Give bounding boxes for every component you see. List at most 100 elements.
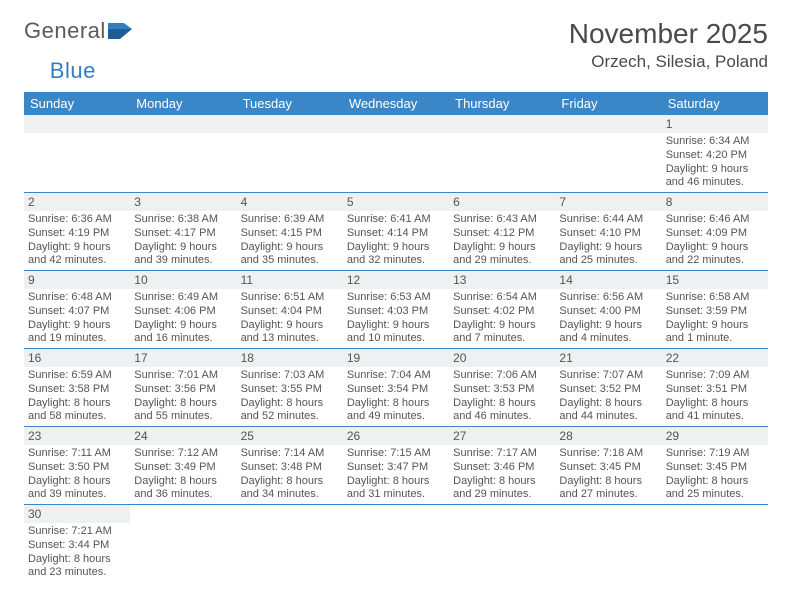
day-number: 25 <box>237 427 343 445</box>
day-details: Sunrise: 6:46 AMSunset: 4:09 PMDaylight:… <box>662 211 768 270</box>
day-details: Sunrise: 7:21 AMSunset: 3:44 PMDaylight:… <box>24 523 130 582</box>
day-details: Sunrise: 7:06 AMSunset: 3:53 PMDaylight:… <box>449 367 555 426</box>
empty-daynum <box>130 115 236 133</box>
daylight-line: Daylight: 9 hours and 13 minutes. <box>241 319 339 347</box>
sunset-line: Sunset: 3:48 PM <box>241 461 339 475</box>
sunset-line: Sunset: 4:12 PM <box>453 227 551 241</box>
calendar-cell: 8Sunrise: 6:46 AMSunset: 4:09 PMDaylight… <box>662 193 768 271</box>
calendar-cell: 26Sunrise: 7:15 AMSunset: 3:47 PMDayligh… <box>343 427 449 505</box>
day-number: 22 <box>662 349 768 367</box>
day-number: 5 <box>343 193 449 211</box>
sunset-line: Sunset: 4:19 PM <box>28 227 126 241</box>
daylight-line: Daylight: 8 hours and 44 minutes. <box>559 397 657 425</box>
day-details: Sunrise: 7:03 AMSunset: 3:55 PMDaylight:… <box>237 367 343 426</box>
day-details: Sunrise: 6:58 AMSunset: 3:59 PMDaylight:… <box>662 289 768 348</box>
daylight-line: Daylight: 8 hours and 23 minutes. <box>28 553 126 581</box>
calendar-week-row: 2Sunrise: 6:36 AMSunset: 4:19 PMDaylight… <box>24 193 768 271</box>
calendar-week-row: 16Sunrise: 6:59 AMSunset: 3:58 PMDayligh… <box>24 349 768 427</box>
sunset-line: Sunset: 3:55 PM <box>241 383 339 397</box>
month-title: November 2025 <box>569 18 768 50</box>
brand-logo: General <box>24 18 134 44</box>
sunset-line: Sunset: 3:44 PM <box>28 539 126 553</box>
sunset-line: Sunset: 3:53 PM <box>453 383 551 397</box>
calendar-cell: 14Sunrise: 6:56 AMSunset: 4:00 PMDayligh… <box>555 271 661 349</box>
sunset-line: Sunset: 4:07 PM <box>28 305 126 319</box>
calendar-cell <box>343 505 449 583</box>
calendar-cell <box>449 505 555 583</box>
sunrise-line: Sunrise: 7:14 AM <box>241 447 339 461</box>
calendar-cell: 12Sunrise: 6:53 AMSunset: 4:03 PMDayligh… <box>343 271 449 349</box>
sunrise-line: Sunrise: 7:12 AM <box>134 447 232 461</box>
day-number: 9 <box>24 271 130 289</box>
calendar-table: SundayMondayTuesdayWednesdayThursdayFrid… <box>24 92 768 582</box>
sunrise-line: Sunrise: 6:46 AM <box>666 213 764 227</box>
daylight-line: Daylight: 9 hours and 46 minutes. <box>666 163 764 191</box>
daylight-line: Daylight: 9 hours and 39 minutes. <box>134 241 232 269</box>
calendar-cell: 17Sunrise: 7:01 AMSunset: 3:56 PMDayligh… <box>130 349 236 427</box>
sunset-line: Sunset: 4:02 PM <box>453 305 551 319</box>
brand-text-1: General <box>24 18 106 44</box>
calendar-cell: 27Sunrise: 7:17 AMSunset: 3:46 PMDayligh… <box>449 427 555 505</box>
sunset-line: Sunset: 4:06 PM <box>134 305 232 319</box>
day-details: Sunrise: 7:18 AMSunset: 3:45 PMDaylight:… <box>555 445 661 504</box>
calendar-cell <box>555 115 661 193</box>
sunset-line: Sunset: 3:59 PM <box>666 305 764 319</box>
sunset-line: Sunset: 3:50 PM <box>28 461 126 475</box>
day-details: Sunrise: 7:01 AMSunset: 3:56 PMDaylight:… <box>130 367 236 426</box>
day-number: 3 <box>130 193 236 211</box>
sunset-line: Sunset: 3:46 PM <box>453 461 551 475</box>
sunrise-line: Sunrise: 6:48 AM <box>28 291 126 305</box>
sunrise-line: Sunrise: 6:53 AM <box>347 291 445 305</box>
day-details: Sunrise: 6:48 AMSunset: 4:07 PMDaylight:… <box>24 289 130 348</box>
day-number: 28 <box>555 427 661 445</box>
daylight-line: Daylight: 9 hours and 4 minutes. <box>559 319 657 347</box>
calendar-cell: 16Sunrise: 6:59 AMSunset: 3:58 PMDayligh… <box>24 349 130 427</box>
daylight-line: Daylight: 8 hours and 49 minutes. <box>347 397 445 425</box>
sunrise-line: Sunrise: 6:59 AM <box>28 369 126 383</box>
day-number: 15 <box>662 271 768 289</box>
daylight-line: Daylight: 8 hours and 36 minutes. <box>134 475 232 503</box>
day-details: Sunrise: 6:34 AMSunset: 4:20 PMDaylight:… <box>662 133 768 192</box>
day-details: Sunrise: 6:54 AMSunset: 4:02 PMDaylight:… <box>449 289 555 348</box>
sunrise-line: Sunrise: 7:11 AM <box>28 447 126 461</box>
sunset-line: Sunset: 3:58 PM <box>28 383 126 397</box>
calendar-body: 1Sunrise: 6:34 AMSunset: 4:20 PMDaylight… <box>24 115 768 582</box>
location-text: Orzech, Silesia, Poland <box>569 52 768 72</box>
weekday-header: Thursday <box>449 92 555 115</box>
sunrise-line: Sunrise: 7:18 AM <box>559 447 657 461</box>
empty-daynum <box>343 115 449 133</box>
sunset-line: Sunset: 4:15 PM <box>241 227 339 241</box>
day-number: 12 <box>343 271 449 289</box>
sunrise-line: Sunrise: 6:56 AM <box>559 291 657 305</box>
sunset-line: Sunset: 3:51 PM <box>666 383 764 397</box>
calendar-cell: 9Sunrise: 6:48 AMSunset: 4:07 PMDaylight… <box>24 271 130 349</box>
daylight-line: Daylight: 9 hours and 19 minutes. <box>28 319 126 347</box>
day-details: Sunrise: 6:53 AMSunset: 4:03 PMDaylight:… <box>343 289 449 348</box>
calendar-cell: 6Sunrise: 6:43 AMSunset: 4:12 PMDaylight… <box>449 193 555 271</box>
sunset-line: Sunset: 4:04 PM <box>241 305 339 319</box>
day-number: 14 <box>555 271 661 289</box>
calendar-cell <box>343 115 449 193</box>
day-details: Sunrise: 6:56 AMSunset: 4:00 PMDaylight:… <box>555 289 661 348</box>
sunrise-line: Sunrise: 6:51 AM <box>241 291 339 305</box>
day-details: Sunrise: 7:09 AMSunset: 3:51 PMDaylight:… <box>662 367 768 426</box>
sunrise-line: Sunrise: 7:09 AM <box>666 369 764 383</box>
sunrise-line: Sunrise: 7:17 AM <box>453 447 551 461</box>
calendar-cell <box>449 115 555 193</box>
calendar-cell <box>555 505 661 583</box>
calendar-cell <box>237 505 343 583</box>
calendar-week-row: 1Sunrise: 6:34 AMSunset: 4:20 PMDaylight… <box>24 115 768 193</box>
day-details: Sunrise: 6:49 AMSunset: 4:06 PMDaylight:… <box>130 289 236 348</box>
calendar-cell: 25Sunrise: 7:14 AMSunset: 3:48 PMDayligh… <box>237 427 343 505</box>
day-number: 30 <box>24 505 130 523</box>
day-number: 24 <box>130 427 236 445</box>
weekday-header: Monday <box>130 92 236 115</box>
calendar-cell: 21Sunrise: 7:07 AMSunset: 3:52 PMDayligh… <box>555 349 661 427</box>
sunrise-line: Sunrise: 6:44 AM <box>559 213 657 227</box>
flag-icon <box>108 21 134 41</box>
daylight-line: Daylight: 9 hours and 22 minutes. <box>666 241 764 269</box>
calendar-cell: 18Sunrise: 7:03 AMSunset: 3:55 PMDayligh… <box>237 349 343 427</box>
day-number: 26 <box>343 427 449 445</box>
day-number: 8 <box>662 193 768 211</box>
calendar-cell: 22Sunrise: 7:09 AMSunset: 3:51 PMDayligh… <box>662 349 768 427</box>
